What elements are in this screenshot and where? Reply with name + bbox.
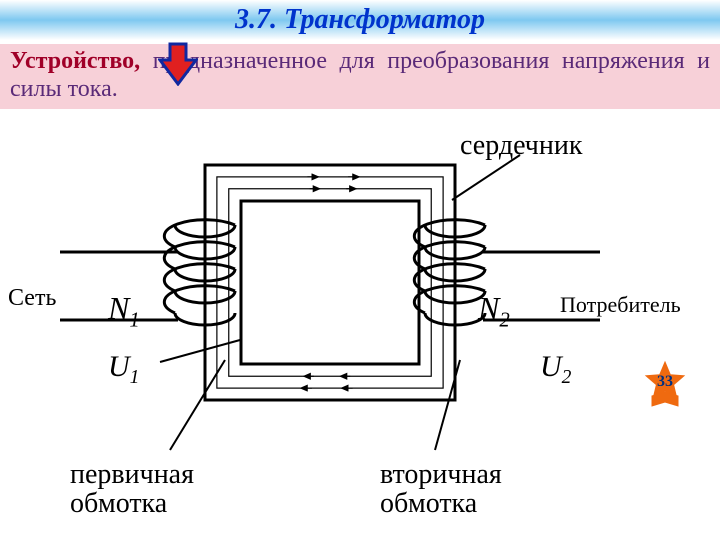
slide-number-badge: 33 xyxy=(640,360,690,408)
n2-label: N2 xyxy=(478,290,510,332)
u1-label: U1 xyxy=(108,350,139,389)
slide-number: 33 xyxy=(657,373,673,390)
n1-label: N1 xyxy=(108,290,140,332)
secondary-coil-label: вторичнаяобмотка xyxy=(380,460,502,519)
core-label: сердечник xyxy=(460,130,582,162)
u2-label: U2 xyxy=(540,350,571,389)
primary-coil-label: первичнаяобмотка xyxy=(70,460,194,519)
consumer-label: Потребитель xyxy=(560,292,681,318)
net-label: Сеть xyxy=(8,285,56,312)
